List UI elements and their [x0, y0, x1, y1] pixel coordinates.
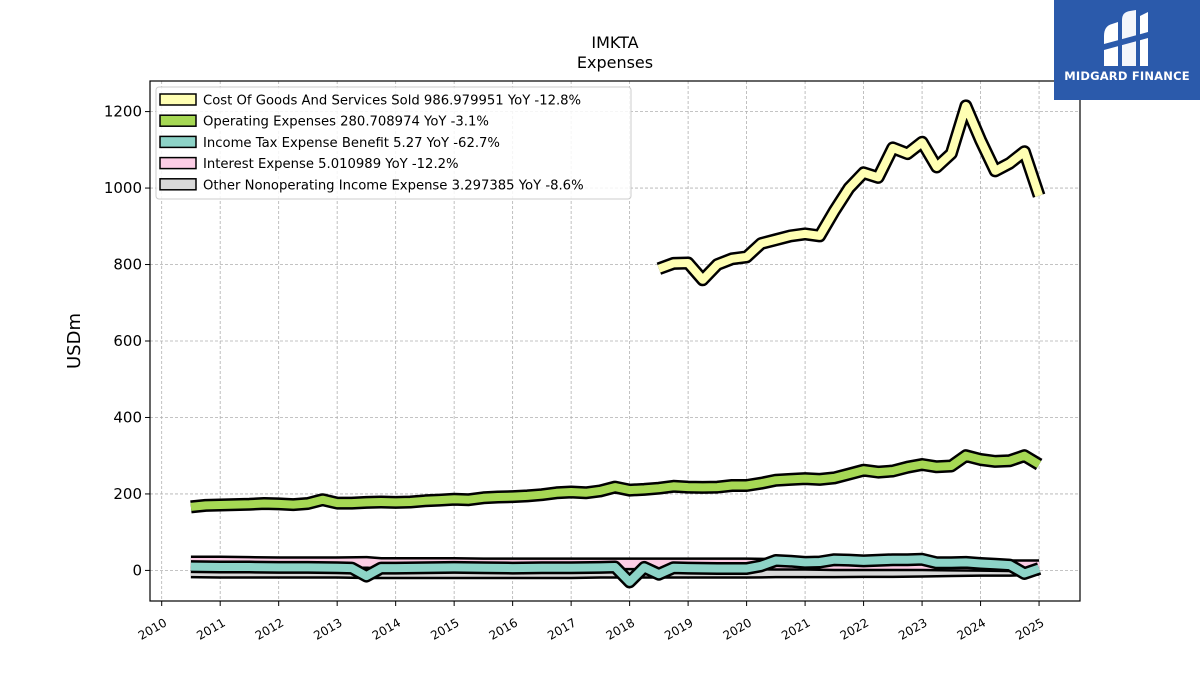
y-tick-label: 400 [113, 408, 142, 426]
x-tick-label: 2020 [721, 615, 754, 642]
series-line [190, 451, 1042, 511]
legend-swatch [159, 156, 197, 170]
x-tick-label: 2018 [604, 615, 637, 642]
legend-swatch [159, 178, 197, 191]
chart-title: IMKTA [591, 33, 638, 52]
x-tick-label: 2012 [253, 615, 286, 642]
series-line [190, 555, 1041, 586]
legend-swatch [159, 93, 197, 106]
legend-entry: Income Tax Expense Benefit 5.27 YoY -62.… [203, 136, 500, 151]
x-tick-label: 2015 [428, 615, 461, 642]
x-tick-label: 2019 [662, 615, 695, 642]
y-tick-label: 1000 [104, 179, 142, 197]
legend-swatch [159, 114, 197, 127]
midgard-finance-logo: MIDGARD FINANCE [1054, 0, 1200, 100]
legend-swatch [159, 135, 197, 149]
x-tick-label: 2022 [838, 615, 871, 642]
legend-entry: Operating Expenses 280.708974 YoY -3.1% [203, 115, 489, 130]
y-tick-label: 600 [113, 332, 142, 350]
legend-entry: Other Nonoperating Income Expense 3.2973… [203, 178, 584, 193]
x-tick-label: 2014 [370, 615, 403, 642]
y-tick-label: 800 [113, 256, 142, 274]
midgard-logo-icon [1104, 10, 1148, 66]
x-tick-label: 2024 [955, 615, 988, 642]
x-tick-label: 2021 [779, 615, 812, 642]
logo-text: MIDGARD FINANCE [1064, 69, 1190, 83]
x-tick-label: 2016 [487, 615, 520, 642]
x-tick-label: 2013 [311, 615, 344, 642]
series-line [657, 101, 1043, 284]
legend-entry: Interest Expense 5.010989 YoY -12.2% [203, 157, 459, 172]
y-tick-label: 1200 [104, 103, 142, 121]
legend-box [155, 86, 632, 200]
y-tick-label: 0 [132, 561, 142, 579]
x-tick-label: 2011 [194, 615, 227, 642]
y-axis-label: USDm [64, 313, 85, 369]
y-tick-label: 200 [113, 485, 142, 503]
x-tick-label: 2017 [545, 615, 578, 642]
x-tick-label: 2010 [136, 615, 169, 642]
x-tick-label: 2023 [896, 615, 929, 642]
chart-subtitle: Expenses [577, 53, 653, 72]
x-tick-label: 2025 [1013, 615, 1046, 642]
legend-entry: Cost Of Goods And Services Sold 986.9799… [203, 94, 581, 109]
